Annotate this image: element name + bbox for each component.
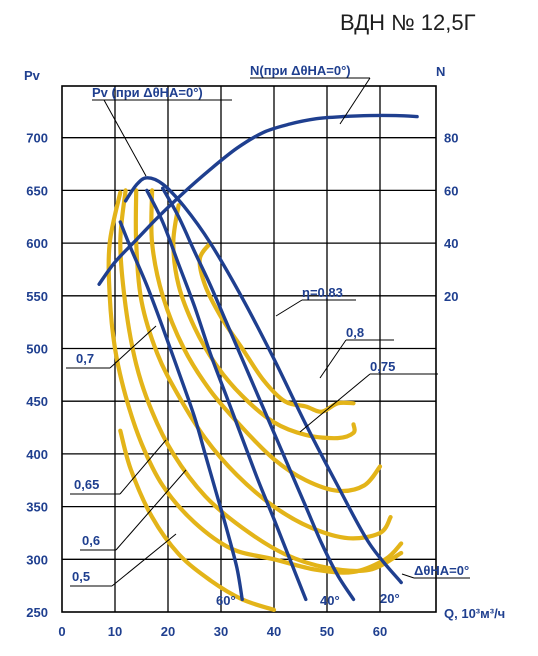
annotation-blade-0: ΔθНА=0° bbox=[414, 563, 469, 578]
y-tick-label: 400 bbox=[26, 447, 48, 462]
y-axis-label-left: Pv bbox=[24, 68, 41, 83]
efficiency-curve bbox=[118, 188, 404, 574]
annotation-leader bbox=[103, 99, 147, 177]
performance-curve bbox=[118, 220, 244, 602]
efficiency-curve bbox=[149, 188, 383, 494]
right-tick-label: 80 bbox=[444, 131, 458, 146]
annotation-leader bbox=[339, 77, 371, 125]
annotation-eff-07: 0,7 bbox=[76, 351, 94, 366]
y-axis-label-right: N bbox=[436, 64, 445, 79]
annotation-leader bbox=[401, 573, 415, 579]
annotation-leader bbox=[115, 469, 187, 551]
annotation-blade-40: 40° bbox=[320, 593, 340, 608]
x-tick-label: 30 bbox=[214, 624, 228, 639]
annotation-leader bbox=[299, 373, 371, 433]
y-tick-label: 550 bbox=[26, 289, 48, 304]
x-tick-label: 10 bbox=[108, 624, 122, 639]
annotation-eff-05: 0,5 bbox=[72, 569, 90, 584]
annotation-eff-075: 0,75 bbox=[370, 359, 395, 374]
y-tick-label: 300 bbox=[26, 552, 48, 567]
annotation-leader bbox=[109, 325, 157, 369]
annotation-blade-60: 60° bbox=[216, 593, 236, 608]
right-tick-label: 40 bbox=[444, 236, 458, 251]
annotation-leader bbox=[111, 533, 177, 587]
x-tick-label: 20 bbox=[161, 624, 175, 639]
annotation-eff-083: η=0,83 bbox=[302, 285, 343, 300]
annotation-eff-065: 0,65 bbox=[74, 477, 99, 492]
y-tick-label: 650 bbox=[26, 183, 48, 198]
right-tick-label: 60 bbox=[444, 183, 458, 198]
tick-labels: 0 10 20 30 40 50 60 250 300 350 400 450 500 550 600 650… bbox=[26, 131, 458, 639]
y-tick-label: 250 bbox=[26, 605, 48, 620]
efficiency-curve bbox=[106, 190, 404, 575]
annotation-eff-06: 0,6 bbox=[82, 533, 100, 548]
x-tick-label: 40 bbox=[267, 624, 281, 639]
y-tick-label: 700 bbox=[26, 131, 48, 146]
efficiency-curve bbox=[133, 188, 393, 541]
annotation-blade-20: 20° bbox=[380, 591, 400, 606]
annotation-power-curve: N(при ΔθНА=0°) bbox=[250, 63, 351, 78]
y-tick-label: 600 bbox=[26, 236, 48, 251]
right-tick-label: 20 bbox=[444, 289, 458, 304]
x-tick-label: 60 bbox=[373, 624, 387, 639]
annotation-eff-08: 0,8 bbox=[346, 325, 364, 340]
x-axis-label: Q, 10³м³/ч bbox=[444, 606, 505, 621]
annotation-leader bbox=[119, 439, 167, 495]
leader-lines bbox=[66, 77, 470, 587]
annotation-leader bbox=[319, 339, 347, 379]
x-tick-label: 50 bbox=[320, 624, 334, 639]
y-tick-label: 350 bbox=[26, 500, 48, 515]
curves bbox=[97, 113, 419, 612]
chart-title: ВДН № 12,5Г bbox=[340, 10, 476, 35]
y-tick-label: 450 bbox=[26, 394, 48, 409]
performance-curve bbox=[123, 176, 403, 585]
performance-curve bbox=[97, 113, 419, 286]
annotation-pv-curve: Pv (при ΔθНА=0°) bbox=[92, 85, 203, 100]
performance-curve bbox=[145, 188, 308, 602]
y-tick-label: 500 bbox=[26, 342, 48, 357]
performance-curve bbox=[161, 186, 356, 602]
efficiency-curve bbox=[171, 203, 357, 441]
annotation-leader bbox=[275, 299, 303, 317]
x-tick-label: 0 bbox=[58, 624, 65, 639]
